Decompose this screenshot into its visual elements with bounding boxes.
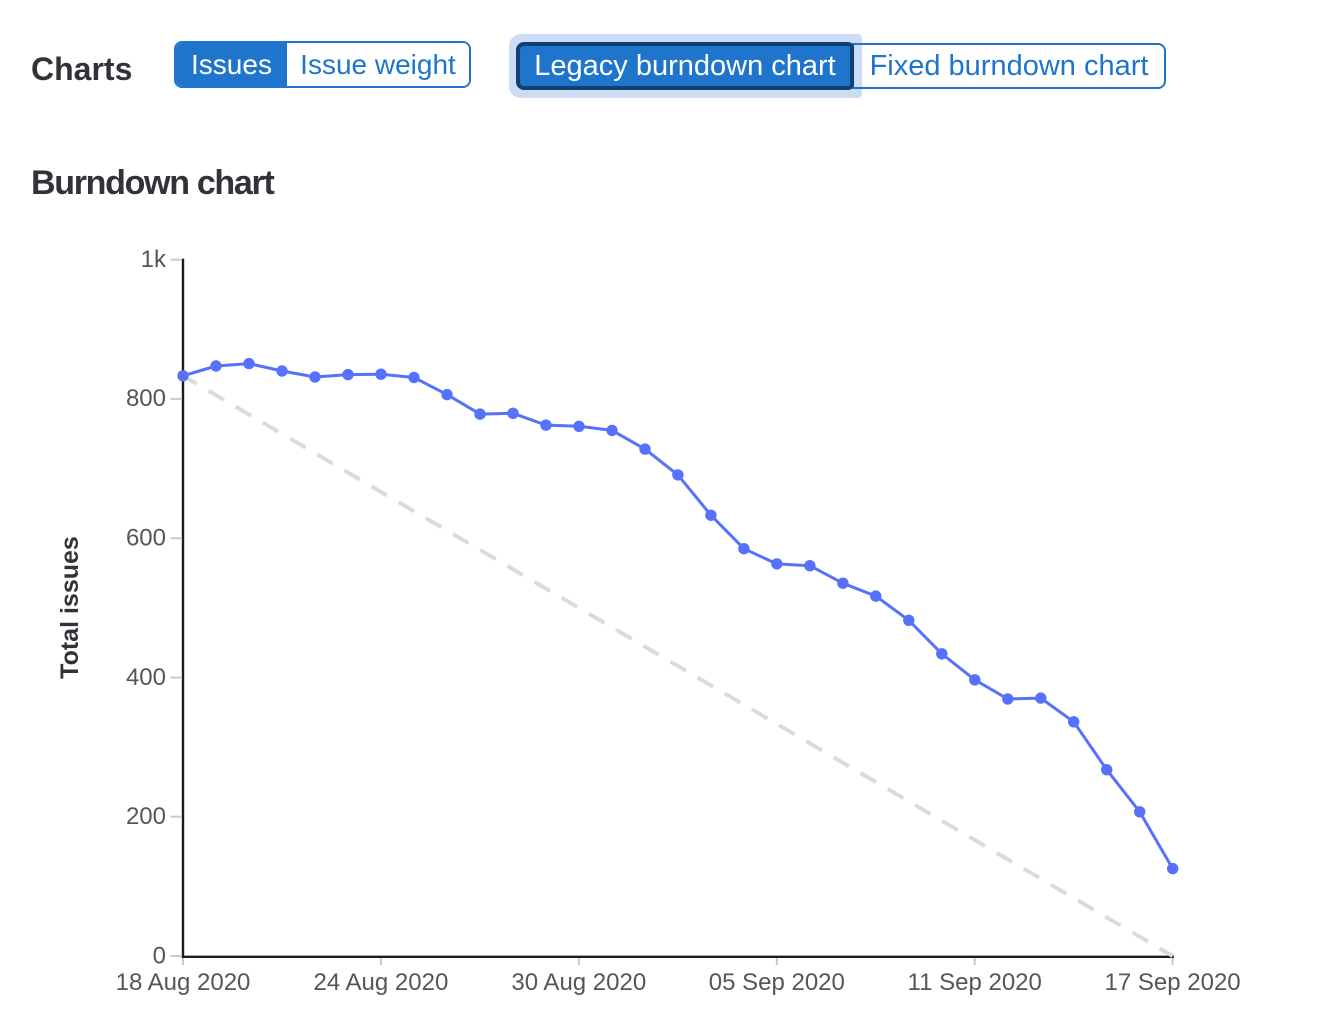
- svg-text:Total issues: Total issues: [56, 536, 84, 679]
- svg-text:200: 200: [126, 803, 166, 830]
- svg-text:800: 800: [126, 385, 166, 412]
- svg-text:600: 600: [126, 525, 166, 552]
- svg-text:1k: 1k: [141, 246, 167, 273]
- svg-text:17 Sep 2020: 17 Sep 2020: [1105, 969, 1241, 996]
- svg-text:18 Aug 2020: 18 Aug 2020: [116, 969, 251, 996]
- svg-text:11 Sep 2020: 11 Sep 2020: [908, 969, 1042, 996]
- svg-text:400: 400: [126, 664, 166, 691]
- svg-text:24 Aug 2020: 24 Aug 2020: [313, 969, 448, 996]
- svg-text:0: 0: [153, 942, 166, 969]
- svg-text:30 Aug 2020: 30 Aug 2020: [511, 969, 646, 996]
- svg-text:05 Sep 2020: 05 Sep 2020: [709, 969, 845, 996]
